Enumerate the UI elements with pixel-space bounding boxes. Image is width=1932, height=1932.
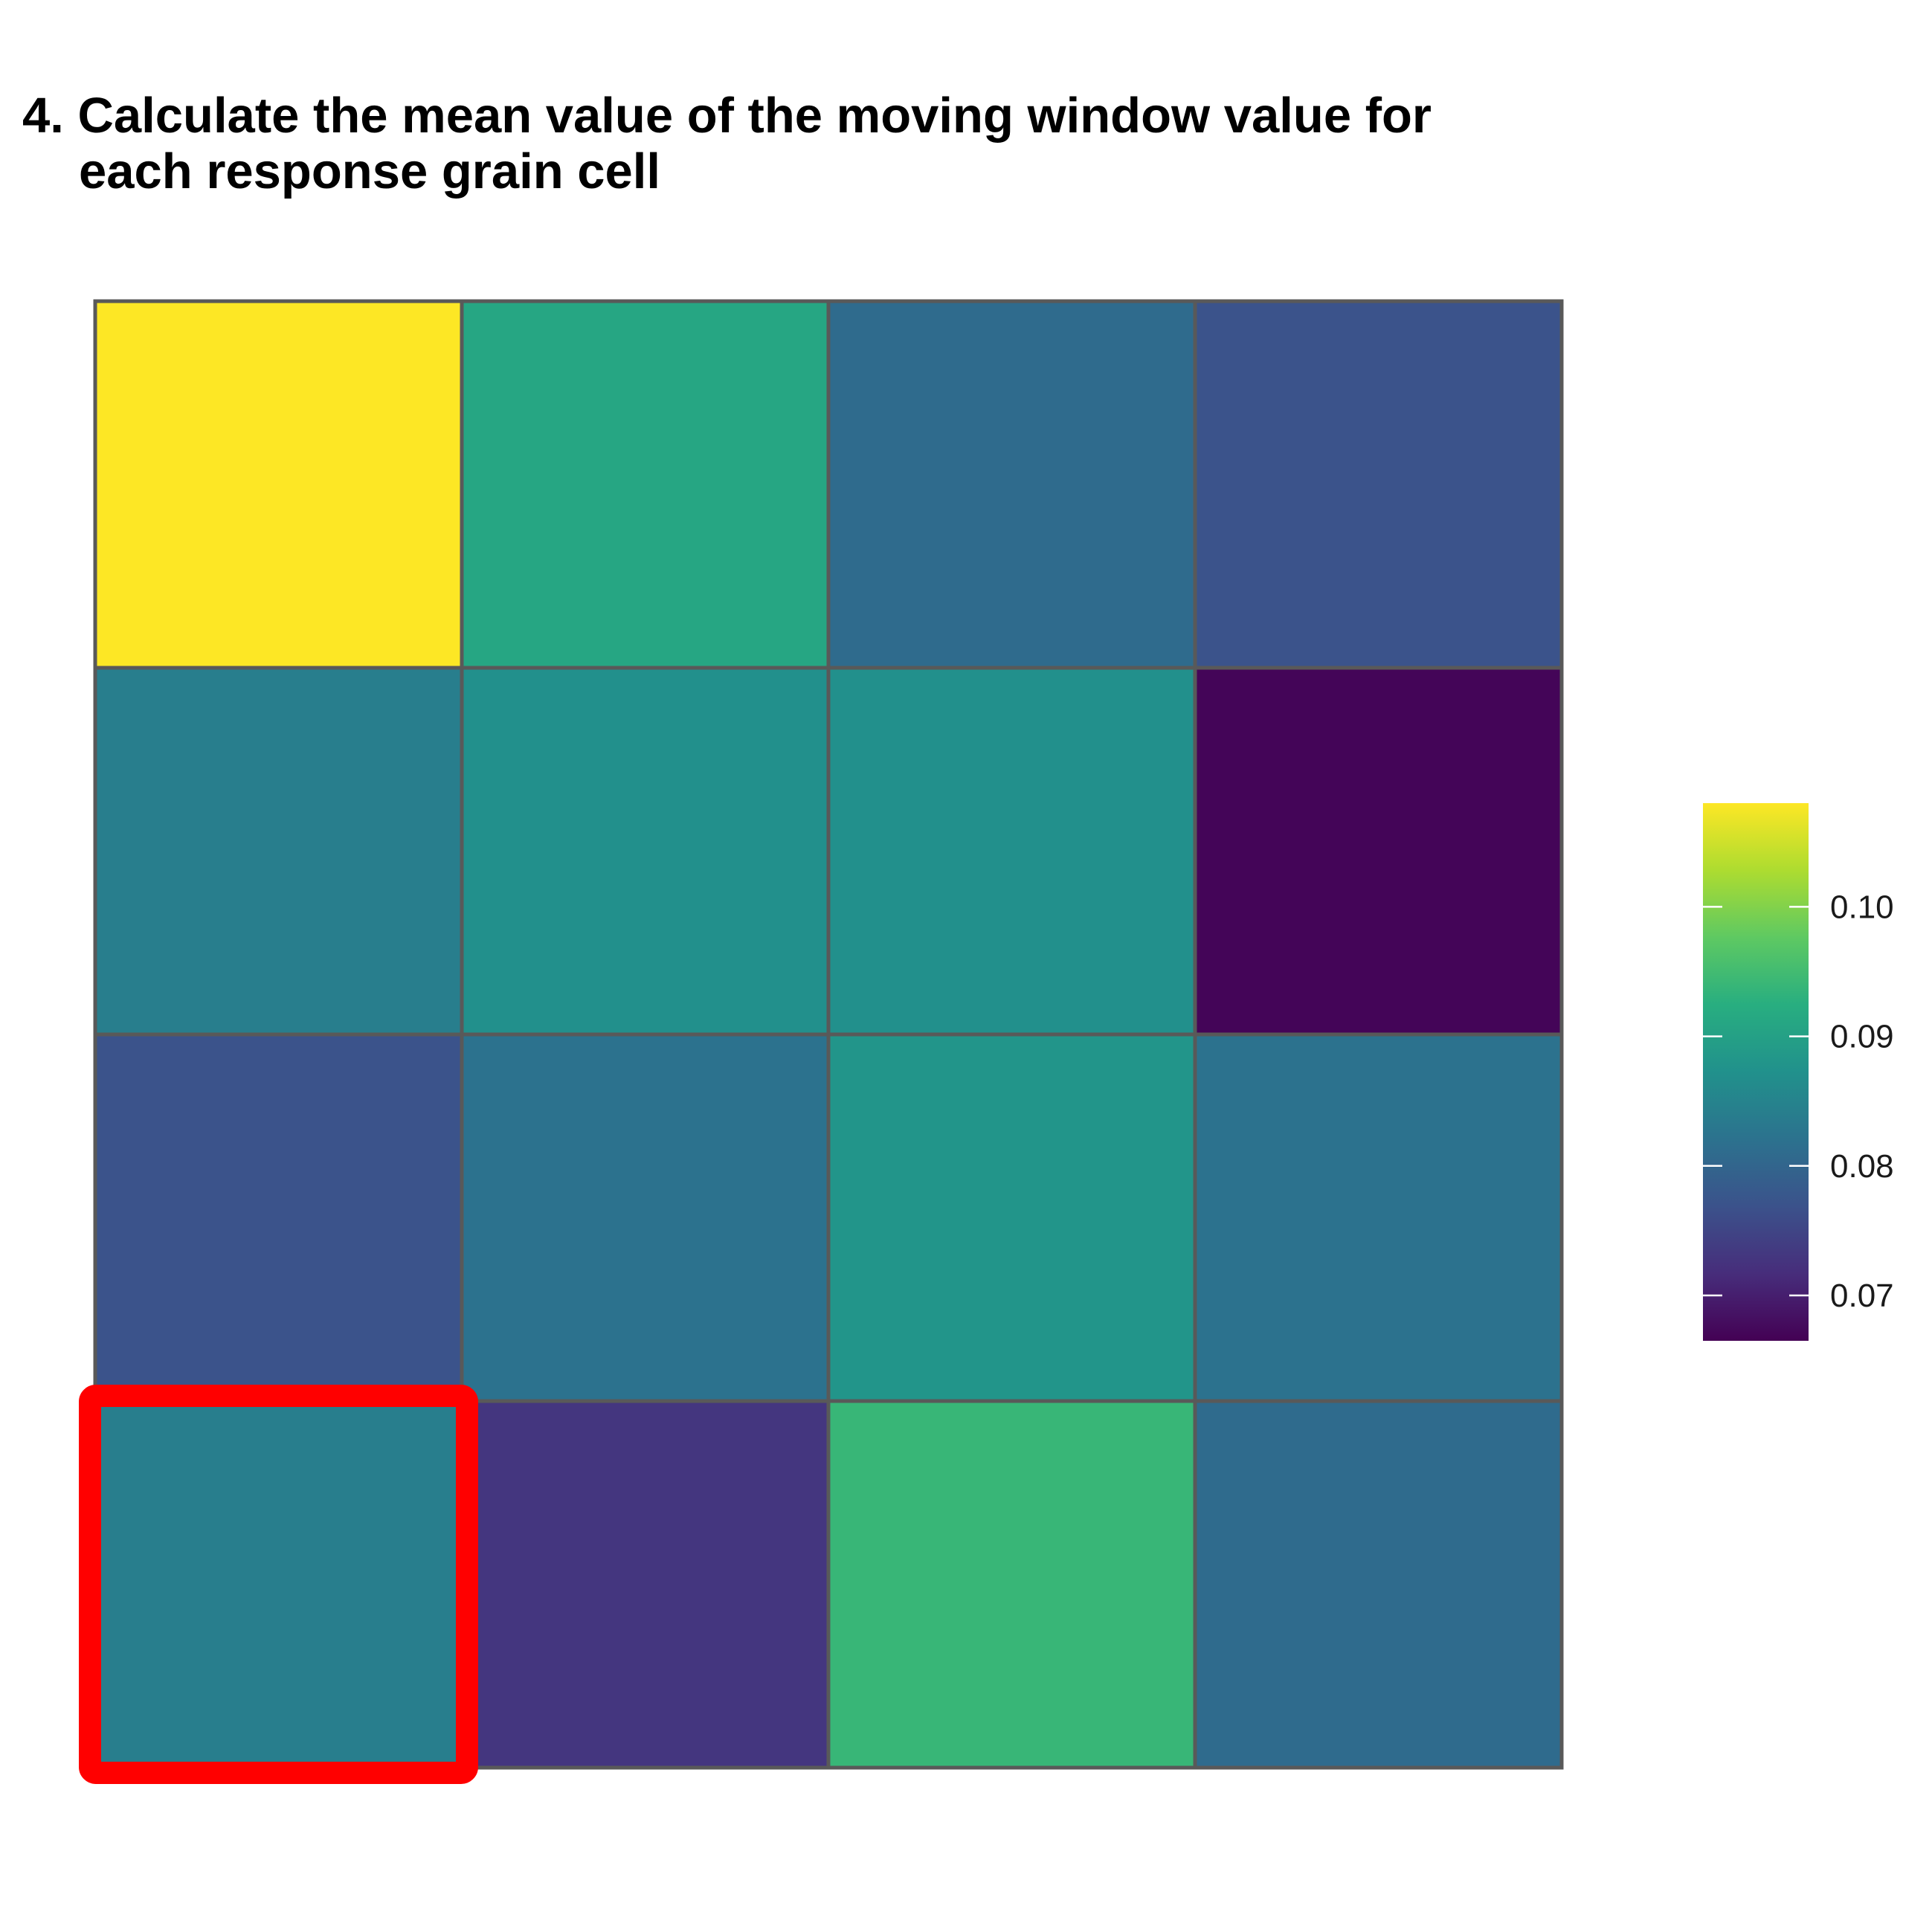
chart-title: 4. Calculate the mean value of the movin… — [22, 88, 1432, 199]
heatmap-cell-r4-c4 — [1193, 1399, 1564, 1770]
colorbar: 0.07 0.08 0.09 0.10 — [1703, 803, 1894, 1341]
heatmap-cell-r4-c2 — [460, 1399, 831, 1770]
colorbar-tick-label-0.10: 0.10 — [1830, 889, 1894, 925]
heatmap-cell-r4-c3 — [826, 1399, 1197, 1770]
highlighted-cell-outline — [79, 1385, 478, 1784]
heatmap-cell-r1-c2 — [460, 299, 831, 670]
heatmap-cell-r4-c1 — [93, 1399, 464, 1770]
heatmap-cell-r2-c4 — [1193, 666, 1564, 1037]
colorbar-gradient — [1703, 803, 1809, 1341]
heatmap-cell-r1-c3 — [826, 299, 1197, 670]
heatmap-cell-r2-c1 — [93, 666, 464, 1037]
chart-title-line-2: each response grain cell — [79, 144, 661, 199]
colorbar-tick-label-0.07: 0.07 — [1830, 1278, 1894, 1314]
heatmap-cell-r3-c1 — [93, 1032, 464, 1403]
heatmap-cell-r3-c4 — [1193, 1032, 1564, 1403]
heatmap-cell-r3-c2 — [460, 1032, 831, 1403]
heatmap-cell-r1-c4 — [1193, 299, 1564, 670]
colorbar-tick-label-0.08: 0.08 — [1830, 1148, 1894, 1185]
heatmap-cell-r2-c2 — [460, 666, 831, 1037]
heatmap-cell-r1-c1 — [93, 299, 464, 670]
colorbar-tick-label-0.09: 0.09 — [1830, 1019, 1894, 1055]
heatmap-cell-r2-c3 — [826, 666, 1197, 1037]
heatmap-cells — [93, 299, 1564, 1770]
highlight-layer — [79, 1385, 478, 1784]
heatmap-cell-r3-c3 — [826, 1032, 1197, 1403]
chart-title-line-1: 4. Calculate the mean value of the movin… — [22, 88, 1432, 144]
